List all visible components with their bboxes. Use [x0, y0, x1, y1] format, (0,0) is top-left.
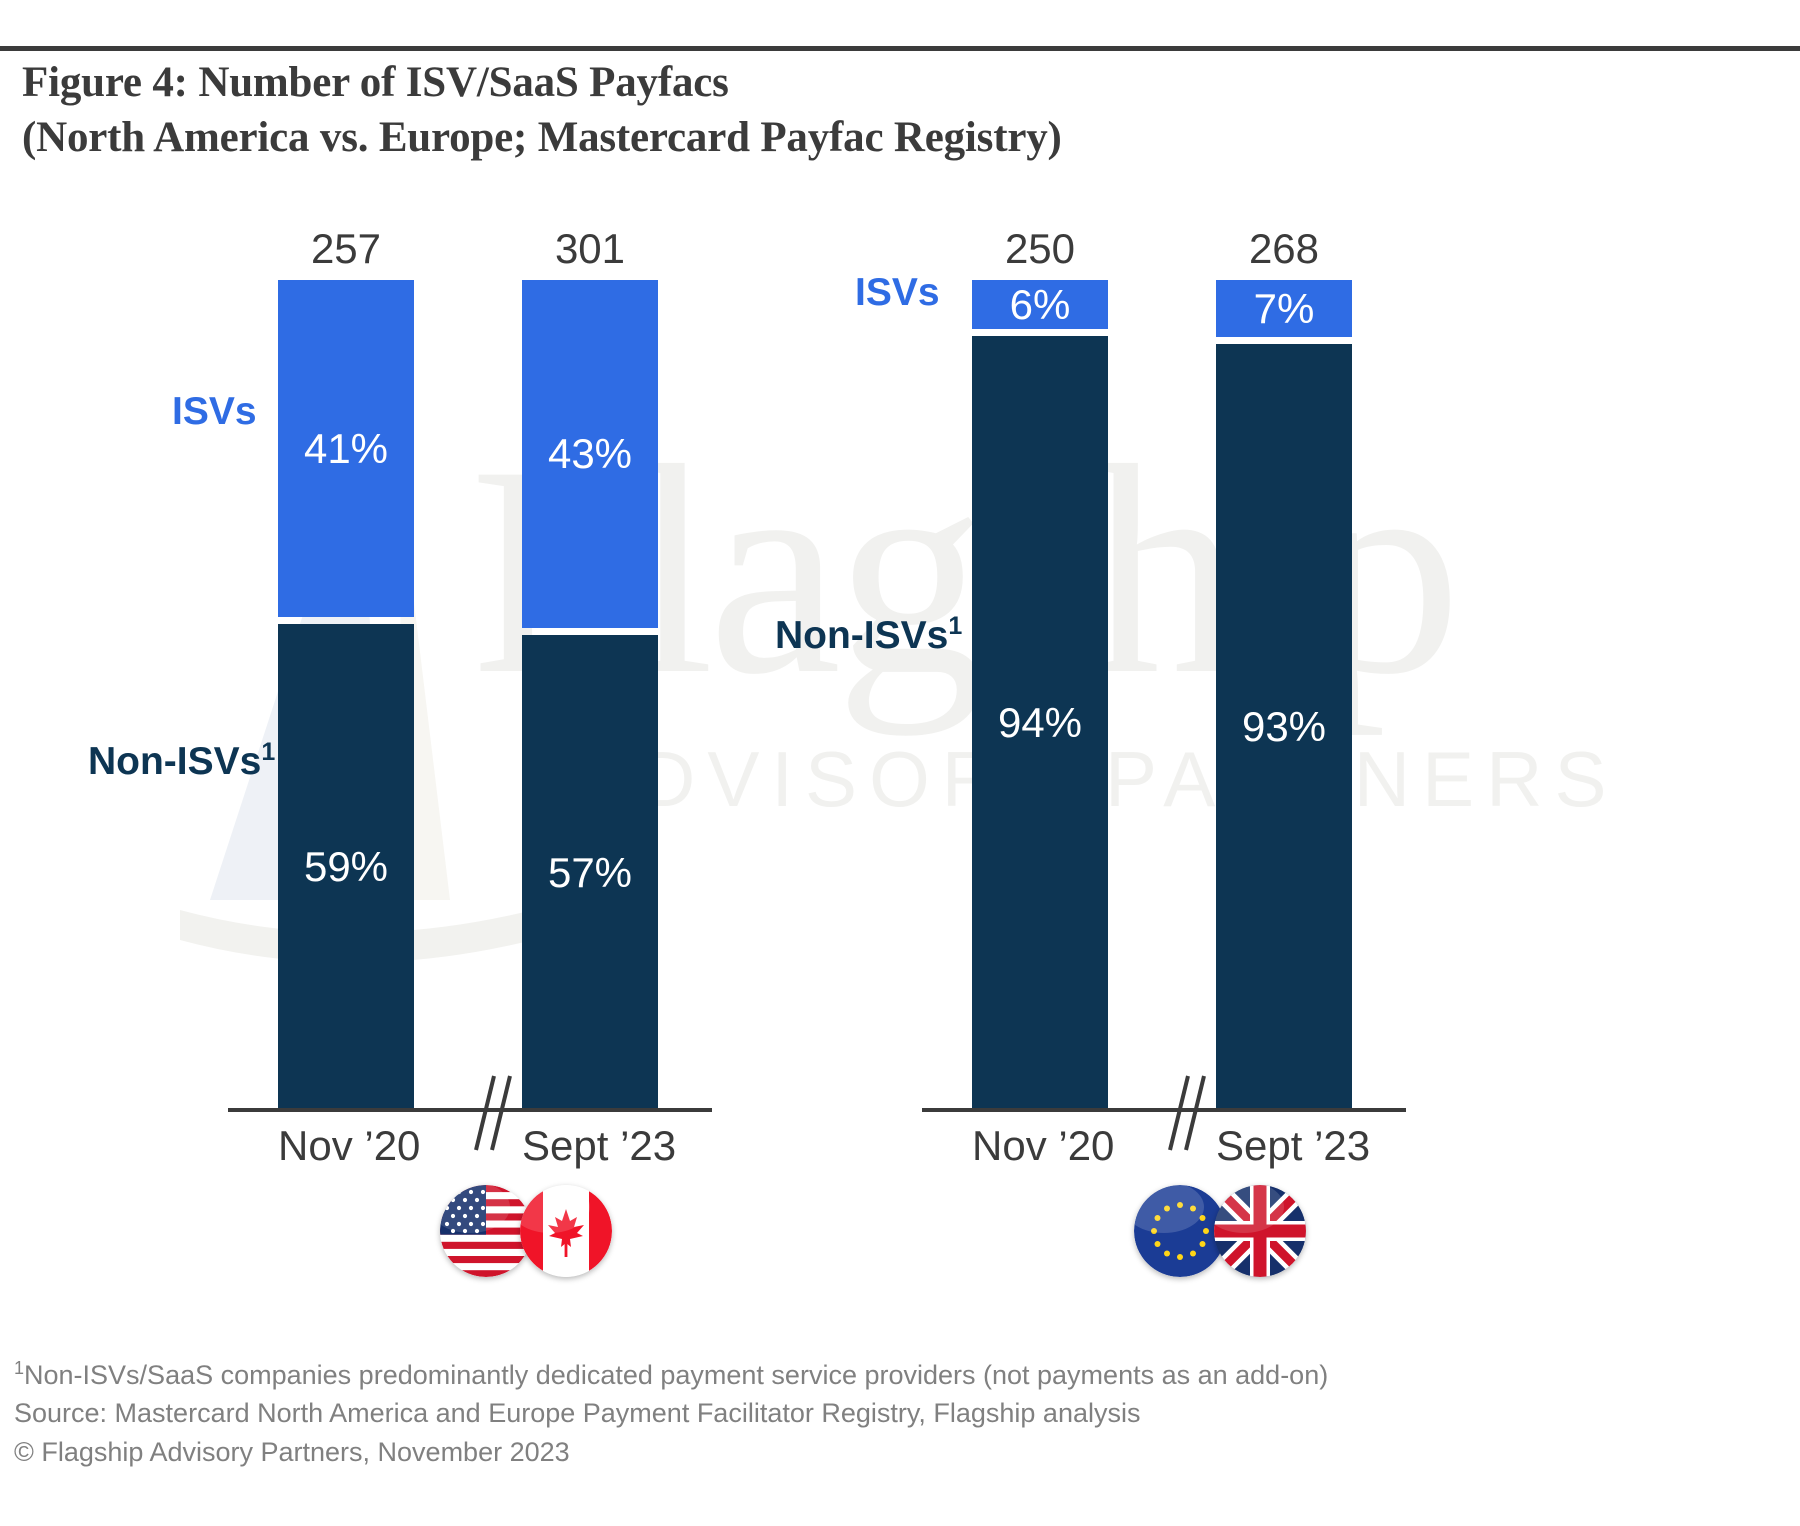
x-axis-line-eu: [922, 1108, 1406, 1112]
uk-flag-icon: [1214, 1185, 1306, 1277]
bar-segment-non-isvs-eu-nov20[interactable]: 94%: [972, 336, 1108, 1110]
us-flag-icon: [440, 1185, 532, 1277]
bar-group-na-sept23: 301 43% 57%: [522, 225, 658, 1110]
bar-segment-isvs-na-sept23[interactable]: 43%: [522, 280, 658, 628]
axis-break-icon-na: [474, 1075, 512, 1151]
title-divider: [0, 46, 1800, 51]
bar-segment-isvs-eu-sept23[interactable]: 7%: [1216, 280, 1352, 337]
flag-badges-europe: [1134, 1185, 1306, 1277]
category-label-eu-nov20: Nov ’20: [972, 1122, 1115, 1169]
category-label-eu-sept23: Sept ’23: [1216, 1122, 1371, 1169]
category-label-na-sept23: Sept ’23: [522, 1122, 677, 1169]
bar-group-eu-sept23: 268 7% 93%: [1216, 225, 1352, 1110]
title-line-1: Figure 4: Number of ISV/SaaS Payfacs: [22, 59, 729, 106]
legend-label-isvs-na: ISVs: [172, 390, 257, 433]
bar-group-na-nov20: 257 41% 59%: [278, 225, 414, 1110]
page-title: Figure 4: Number of ISV/SaaS Payfacs (No…: [22, 55, 1522, 165]
bar-total-eu-nov20: 250: [1004, 225, 1076, 272]
footnote-line-1-text: Non-ISVs/SaaS companies predominantly de…: [24, 1360, 1329, 1390]
bar-segment-non-isvs-na-nov20[interactable]: 59%: [278, 624, 414, 1110]
category-label-na-nov20: Nov ’20: [278, 1122, 421, 1169]
x-axis-line-na: [228, 1108, 712, 1112]
footnote-marker: 1: [261, 738, 276, 766]
footnote-block: 1Non-ISVs/SaaS companies predominantly d…: [14, 1356, 1774, 1471]
legend-label-isvs-eu: ISVs: [855, 271, 940, 314]
bar-segment-non-isvs-eu-sept23[interactable]: 93%: [1216, 344, 1352, 1110]
eu-flag-icon: [1134, 1185, 1226, 1277]
footnote-line-1: 1Non-ISVs/SaaS companies predominantly d…: [14, 1356, 1774, 1394]
chart-panel-europe: ISVs Non-ISVs1 250 6% 94% Nov ’20 268 7%…: [775, 0, 1800, 1300]
footnote-marker: 1: [948, 612, 963, 640]
bar-total-na-nov20: 257: [310, 225, 382, 272]
ca-flag-icon: [520, 1185, 612, 1277]
legend-label-non-isvs-na: Non-ISVs1: [88, 738, 276, 784]
flag-badges-north-america: [440, 1185, 612, 1277]
chart-panel-north-america: ISVs Non-ISVs1 257 41% 59% Nov ’20 301 4…: [0, 0, 900, 1300]
bar-group-eu-nov20: 250 6% 94%: [972, 225, 1108, 1110]
bar-total-na-sept23: 301: [554, 225, 626, 272]
footnote-line-2: Source: Mastercard North America and Eur…: [14, 1398, 1141, 1429]
axis-break-icon-eu: [1168, 1075, 1206, 1151]
bar-total-eu-sept23: 268: [1248, 225, 1320, 272]
bar-segment-isvs-na-nov20[interactable]: 41%: [278, 280, 414, 617]
footnote-superscript: 1: [14, 1358, 25, 1378]
bar-segment-non-isvs-na-sept23[interactable]: 57%: [522, 635, 658, 1110]
bar-segment-isvs-eu-nov20[interactable]: 6%: [972, 280, 1108, 329]
legend-label-non-isvs-eu: Non-ISVs1: [775, 612, 963, 658]
title-line-2: (North America vs. Europe; Mastercard Pa…: [22, 114, 1062, 162]
footnote-line-3: © Flagship Advisory Partners, November 2…: [14, 1436, 570, 1467]
